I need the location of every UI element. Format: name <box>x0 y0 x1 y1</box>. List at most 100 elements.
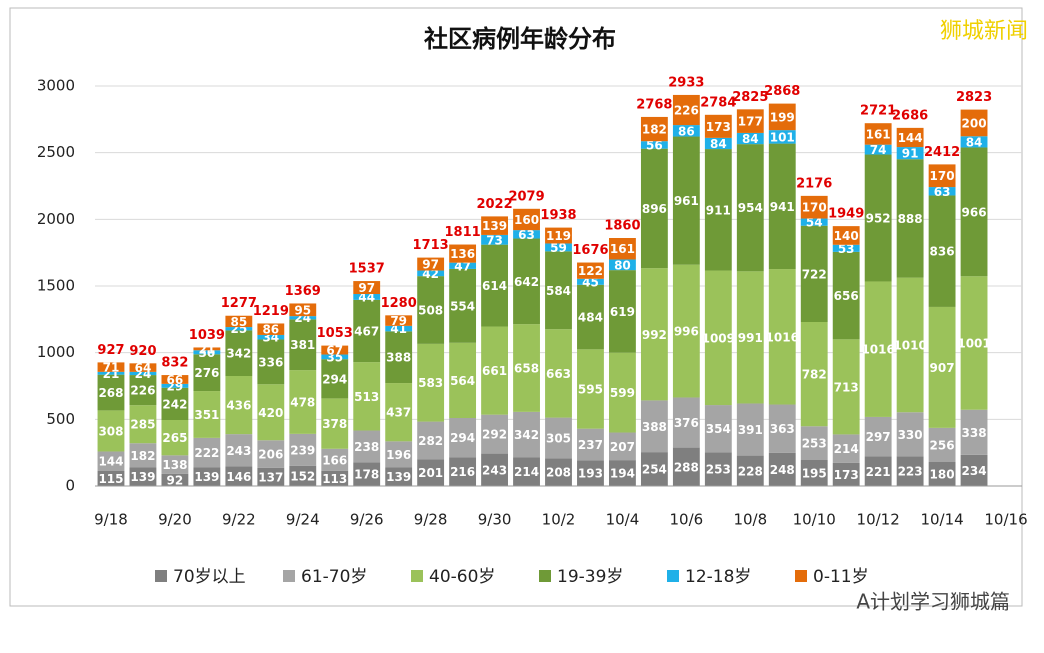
data-label: 47 <box>454 259 471 273</box>
bar-segment <box>289 465 317 486</box>
bar-segment <box>161 375 189 384</box>
x-tick-label: 9/20 <box>158 511 192 529</box>
bar-segment <box>704 405 732 453</box>
y-tick-label: 2000 <box>37 210 75 228</box>
data-label: 85 <box>230 315 247 329</box>
data-label: 67 <box>326 344 343 358</box>
bar-segment <box>417 343 445 422</box>
bar-segment <box>960 454 988 486</box>
legend-swatch <box>539 570 551 582</box>
bar-segment <box>353 294 381 300</box>
data-label: 614 <box>482 279 507 293</box>
data-label: 95 <box>294 303 311 317</box>
data-label: 363 <box>770 422 795 436</box>
data-label: 238 <box>354 440 379 454</box>
data-label: 161 <box>610 242 635 256</box>
bar-segment <box>449 268 477 343</box>
bar-segment <box>481 453 508 486</box>
data-label: 896 <box>642 202 667 216</box>
bar-segment <box>417 421 445 460</box>
data-label: 92 <box>167 473 184 487</box>
bar-segment <box>704 149 732 271</box>
bar-segment <box>257 440 285 468</box>
data-label: 991 <box>738 331 763 345</box>
bar-segment <box>896 159 924 278</box>
x-tick-label: 9/22 <box>222 511 256 529</box>
total-label: 1938 <box>540 208 576 223</box>
bar-segment <box>193 350 221 355</box>
bar-segment <box>800 426 828 460</box>
bar-segment <box>736 403 764 456</box>
data-label: 907 <box>930 361 955 375</box>
total-label: 2412 <box>924 145 960 160</box>
bar-segment <box>193 391 221 438</box>
bar-segment <box>321 354 349 360</box>
data-label: 84 <box>710 137 727 151</box>
data-label: 484 <box>578 311 603 325</box>
total-label: 920 <box>129 344 156 359</box>
bar-segment <box>193 354 221 392</box>
bar-segment <box>513 238 540 325</box>
bar-segment <box>129 405 157 444</box>
bar-segment <box>577 460 604 486</box>
bar-segment <box>768 130 796 144</box>
bar-segment <box>449 244 477 263</box>
data-label: 288 <box>674 460 699 474</box>
bar-segment <box>832 251 860 340</box>
bar-segment <box>768 404 796 453</box>
bar-segment <box>609 270 636 353</box>
data-label: 294 <box>322 372 347 386</box>
bar-segment <box>609 432 636 461</box>
data-label: 228 <box>738 464 763 478</box>
x-tick-label: 9/26 <box>350 511 384 529</box>
bar-segment <box>960 147 988 277</box>
bar-segment <box>129 443 157 468</box>
bar-segment <box>672 136 700 265</box>
total-label: 1369 <box>285 284 321 299</box>
total-label: 1713 <box>413 238 449 253</box>
watermark: 狮城新闻 <box>940 19 1028 44</box>
x-tick-label: 10/10 <box>793 511 836 529</box>
data-label: 292 <box>482 428 507 442</box>
data-label: 201 <box>418 466 443 480</box>
total-label: 2933 <box>668 75 704 90</box>
data-label: 642 <box>514 275 539 289</box>
bar-segment <box>513 208 540 231</box>
bar-segment <box>545 227 572 244</box>
x-tick-label: 9/28 <box>414 511 448 529</box>
bar-segment <box>640 116 668 142</box>
data-label: 161 <box>866 127 891 141</box>
data-label: 256 <box>930 438 955 452</box>
bar-segment <box>257 323 285 335</box>
data-label: 513 <box>354 390 379 404</box>
bar-segment <box>640 452 668 486</box>
bar-segment <box>97 374 125 411</box>
data-label: 376 <box>674 416 699 430</box>
data-label: 388 <box>642 420 667 434</box>
bar-segment <box>768 103 796 131</box>
bar-segment <box>513 457 540 486</box>
bar-segment <box>257 467 285 486</box>
bar-segment <box>289 319 317 371</box>
bar-segment <box>577 349 604 429</box>
bar-segment <box>353 362 381 431</box>
bar-segment <box>896 127 924 148</box>
data-label: 308 <box>98 424 123 438</box>
bar-segment <box>97 451 125 471</box>
bar-segment <box>736 109 764 133</box>
data-label: 182 <box>130 449 155 463</box>
bar-segment <box>97 470 125 486</box>
data-label: 152 <box>290 469 315 483</box>
bar-segment <box>129 375 157 406</box>
legend-label: 0-11岁 <box>813 567 869 587</box>
data-label: 836 <box>930 245 955 259</box>
data-label: 86 <box>262 323 279 337</box>
data-label: 63 <box>934 185 951 199</box>
bar-segment <box>545 458 572 486</box>
data-label: 282 <box>418 434 443 448</box>
data-label: 508 <box>418 304 443 318</box>
bar-segment <box>672 447 700 486</box>
bar-segment <box>545 329 572 418</box>
data-label: 584 <box>546 284 571 298</box>
bar-segment <box>481 216 508 235</box>
